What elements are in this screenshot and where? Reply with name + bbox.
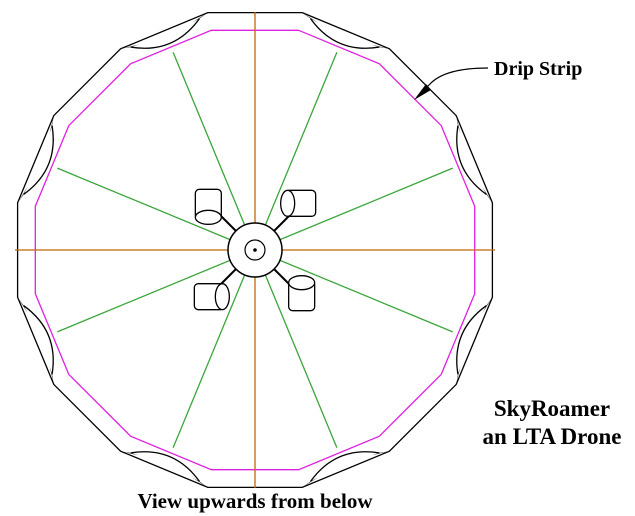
corner-fillet	[371, 44, 390, 49]
corner-fillet	[49, 115, 54, 134]
corner-fillet	[482, 186, 493, 203]
motor-pod	[194, 188, 222, 225]
rigging-line	[254, 249, 453, 333]
corner-fillet	[456, 366, 461, 385]
corner-fillet	[120, 44, 139, 49]
rigging-line	[172, 249, 256, 448]
corner-fillet	[17, 186, 28, 203]
scallop	[130, 18, 200, 49]
rigging-line	[254, 167, 453, 251]
corner-fillet	[191, 477, 208, 488]
rigging-line	[57, 249, 256, 333]
motor-face	[214, 283, 230, 311]
corner-fillet	[371, 451, 390, 456]
drip-strip-label: Drip Strip	[494, 58, 582, 80]
motor-face	[194, 209, 222, 225]
corner-fillet	[17, 297, 28, 314]
hub-dot	[253, 248, 257, 252]
leader-line	[417, 67, 489, 97]
airship-outline	[16, 11, 494, 489]
leader-arrow	[414, 84, 431, 100]
rigging-line	[172, 52, 256, 251]
corner-fillet	[456, 115, 461, 134]
rigging-line	[254, 52, 338, 251]
motor-face	[280, 189, 296, 217]
corner-fillet	[120, 451, 139, 456]
motor-face	[288, 275, 316, 291]
motor-pod	[288, 275, 316, 312]
drip-strip	[34, 29, 476, 471]
name-line-2: an LTA Drone	[483, 424, 622, 449]
hub	[193, 188, 317, 312]
rigging-line	[57, 167, 256, 251]
scallop	[130, 451, 200, 482]
corner-fillet	[191, 12, 208, 23]
name-line-1: SkyRoamer	[494, 396, 610, 421]
rigging-lines	[57, 52, 453, 448]
corner-fillet	[49, 366, 54, 385]
scallop	[23, 125, 54, 195]
rigging-line	[254, 249, 338, 448]
scallop	[456, 305, 487, 375]
scallop	[310, 451, 380, 482]
corner-fillet	[302, 12, 319, 23]
scallop	[310, 18, 380, 49]
corner-fillet	[482, 297, 493, 314]
caption: View upwards from below	[137, 489, 373, 513]
scallop	[23, 305, 54, 375]
motor-pod	[193, 283, 230, 311]
corner-fillet	[302, 477, 319, 488]
scallop	[456, 125, 487, 195]
motor-pod	[280, 189, 317, 217]
outer-hull	[16, 11, 494, 489]
